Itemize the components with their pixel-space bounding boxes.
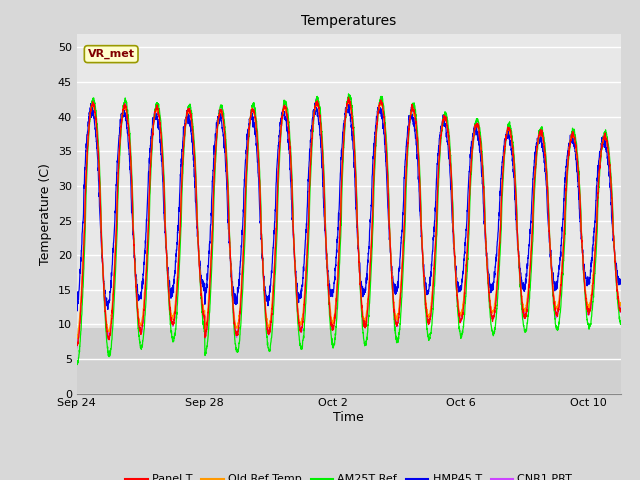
Panel T	[548, 275, 556, 280]
CNR1 PRT	[607, 167, 614, 173]
Panel T	[168, 315, 175, 321]
CNR1 PRT	[135, 321, 143, 326]
Line: AM25T Ref: AM25T Ref	[77, 94, 621, 365]
AM25T Ref	[168, 330, 175, 336]
Old Ref Temp	[282, 108, 289, 113]
Old Ref Temp	[548, 269, 556, 275]
Old Ref Temp	[135, 316, 143, 322]
HMP45 T	[74, 308, 81, 314]
HMP45 T	[168, 290, 175, 296]
Panel T	[305, 194, 313, 200]
Old Ref Temp	[305, 187, 313, 192]
AM25T Ref	[548, 274, 556, 280]
HMP45 T	[345, 99, 353, 105]
Panel T	[607, 171, 614, 177]
Panel T	[73, 340, 81, 346]
AM25T Ref	[135, 332, 143, 338]
CNR1 PRT	[345, 95, 353, 100]
Old Ref Temp	[617, 300, 625, 305]
Old Ref Temp	[168, 311, 175, 316]
HMP45 T	[305, 159, 313, 165]
Old Ref Temp	[74, 336, 81, 341]
AM25T Ref	[73, 361, 81, 367]
CNR1 PRT	[73, 345, 81, 351]
Legend: Panel T, Old Ref Temp, AM25T Ref, HMP45 T, CNR1 PRT: Panel T, Old Ref Temp, AM25T Ref, HMP45 …	[121, 470, 577, 480]
CNR1 PRT	[617, 308, 625, 313]
CNR1 PRT	[548, 271, 556, 276]
HMP45 T	[607, 187, 614, 192]
HMP45 T	[617, 276, 625, 282]
Line: Old Ref Temp: Old Ref Temp	[77, 100, 621, 338]
AM25T Ref	[607, 165, 614, 171]
CNR1 PRT	[282, 106, 289, 112]
Bar	[77, 34, 621, 328]
HMP45 T	[282, 117, 289, 123]
AM25T Ref	[617, 321, 625, 327]
Text: VR_met: VR_met	[88, 49, 134, 59]
Panel T	[73, 343, 81, 348]
Old Ref Temp	[607, 175, 614, 181]
Line: CNR1 PRT: CNR1 PRT	[77, 97, 621, 348]
CNR1 PRT	[305, 201, 313, 207]
X-axis label: Time: Time	[333, 411, 364, 424]
Old Ref Temp	[73, 334, 81, 339]
Panel T	[135, 323, 143, 329]
HMP45 T	[548, 265, 556, 271]
Title: Temperatures: Temperatures	[301, 14, 396, 28]
Panel T	[617, 307, 625, 313]
AM25T Ref	[282, 98, 289, 104]
Panel T	[345, 95, 353, 100]
HMP45 T	[73, 305, 81, 311]
AM25T Ref	[305, 226, 313, 232]
AM25T Ref	[345, 91, 353, 97]
Y-axis label: Temperature (C): Temperature (C)	[39, 163, 52, 264]
HMP45 T	[135, 297, 143, 303]
AM25T Ref	[73, 362, 81, 368]
Line: Panel T: Panel T	[77, 97, 621, 346]
Line: HMP45 T: HMP45 T	[77, 102, 621, 311]
Old Ref Temp	[345, 97, 353, 103]
CNR1 PRT	[167, 315, 175, 321]
Panel T	[282, 105, 289, 110]
